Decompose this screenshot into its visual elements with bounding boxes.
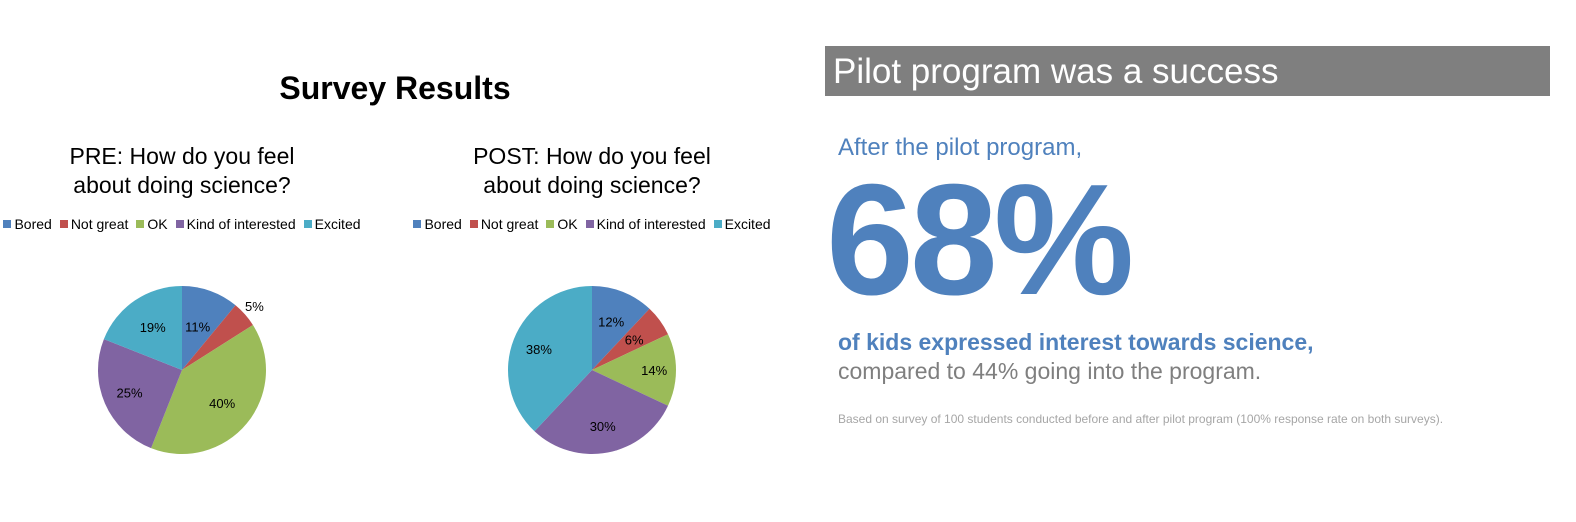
legend-swatch-kind-of-interested xyxy=(585,220,594,228)
legend-item-bored: Bored xyxy=(413,216,462,232)
pie-charts-svg: 11% 5% 40% 25% 19% 12%6% 14% 30% 38% xyxy=(97,286,677,455)
post-label-kind-of-interested: 30% xyxy=(590,419,616,434)
pre-slice-excited xyxy=(103,286,182,370)
pre-label-excited: 19% xyxy=(140,320,166,335)
post-chart: POST: How do you feel about doing scienc… xyxy=(402,142,782,232)
legend-label-kind-of-interested: Kind of interested xyxy=(596,216,706,232)
legend-item-not-great: Not great xyxy=(59,216,129,232)
legend-swatch-excited xyxy=(303,220,312,228)
legend-label-ok: OK xyxy=(147,216,168,232)
legend-label-kind-of-interested: Kind of interested xyxy=(186,216,296,232)
legend-swatch-kind-of-interested xyxy=(175,220,184,228)
survey-title: Survey Results xyxy=(279,70,511,106)
legend-label-excited: Excited xyxy=(724,216,771,232)
pre-chart: PRE: How do you feel about doing science… xyxy=(0,142,372,232)
post-label-not-great: 6% xyxy=(625,332,644,347)
pre-chart-title-line-2: about doing science? xyxy=(73,172,291,198)
statement-text: of kids expressed interest towards scien… xyxy=(838,329,1314,355)
pre-chart-title: PRE: How do you feel about doing science… xyxy=(0,142,372,200)
legend-item-ok: OK xyxy=(136,216,168,232)
post-chart-title: POST: How do you feel about doing scienc… xyxy=(402,142,782,200)
post-slice-bored xyxy=(592,286,650,370)
legend-label-ok: OK xyxy=(557,216,578,232)
pre-chart-title-line-1: PRE: How do you feel xyxy=(69,143,295,169)
pre-slice-kind-of-interested xyxy=(97,339,182,449)
pre-label-ok: 40% xyxy=(209,396,235,411)
legend-swatch-bored xyxy=(3,220,12,228)
legend-item-kind-of-interested: Kind of interested xyxy=(175,216,296,232)
post-slice-kind-of-interested xyxy=(534,370,669,455)
comparison-text: compared to 44% going into the program. xyxy=(838,358,1262,384)
legend-label-not-great: Not great xyxy=(480,216,539,232)
legend-label-bored: Bored xyxy=(424,216,462,232)
pre-label-bored: 11% xyxy=(185,320,210,335)
legend-item-ok: OK xyxy=(546,216,578,232)
legend-swatch-excited xyxy=(713,220,722,228)
legend-item-kind-of-interested: Kind of interested xyxy=(585,216,706,232)
pre-label-not-great: 5% xyxy=(245,299,264,314)
legend-item-excited: Excited xyxy=(303,216,361,232)
post-chart-title-line-1: POST: How do you feel xyxy=(473,143,711,169)
legend-swatch-not-great xyxy=(469,220,478,228)
legend-swatch-bored xyxy=(413,220,422,228)
pre-label-kind-of-interested: 25% xyxy=(117,386,143,401)
post-slice-ok xyxy=(592,334,677,406)
footnote: Based on survey of 100 students conducte… xyxy=(838,412,1444,426)
pre-slice-bored xyxy=(182,286,236,370)
pilot-banner: Pilot program was a success xyxy=(825,46,1550,96)
post-chart-title-line-2: about doing science? xyxy=(483,172,701,198)
post-label-excited: 38% xyxy=(526,342,552,357)
legend-swatch-ok xyxy=(136,220,145,228)
pre-chart-legend: Bored Not great OK Kind of interested Ex… xyxy=(0,216,372,232)
pre-slice-ok xyxy=(151,324,266,455)
pre-slice-not-great xyxy=(182,305,253,370)
legend-label-excited: Excited xyxy=(314,216,361,232)
legend-item-not-great: Not great xyxy=(469,216,539,232)
post-slice-excited xyxy=(508,286,592,432)
legend-item-bored: Bored xyxy=(3,216,52,232)
legend-swatch-ok xyxy=(546,220,555,228)
legend-label-bored: Bored xyxy=(14,216,52,232)
post-slice-not-great xyxy=(592,308,669,370)
intro-text: After the pilot program, xyxy=(838,134,1083,161)
post-label-ok: 14% xyxy=(641,363,667,378)
legend-swatch-not-great xyxy=(59,220,68,228)
post-chart-legend: Bored Not great OK Kind of interested Ex… xyxy=(402,216,782,232)
legend-label-not-great: Not great xyxy=(70,216,129,232)
big-stat: 68% xyxy=(826,152,1134,328)
post-label-bored: 12% xyxy=(598,315,624,330)
legend-item-excited: Excited xyxy=(713,216,771,232)
